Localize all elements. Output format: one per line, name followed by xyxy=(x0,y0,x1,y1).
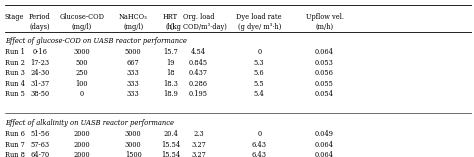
Text: 2.3: 2.3 xyxy=(193,130,204,138)
Text: (h): (h) xyxy=(166,23,175,31)
Text: 0.064: 0.064 xyxy=(315,141,334,149)
Text: 57-63: 57-63 xyxy=(30,141,49,149)
Text: 38-50: 38-50 xyxy=(30,90,49,98)
Text: Run 7: Run 7 xyxy=(5,141,25,149)
Text: (m/h): (m/h) xyxy=(316,23,334,31)
Text: 2000: 2000 xyxy=(73,141,90,149)
Text: Dye load rate: Dye load rate xyxy=(237,13,282,21)
Text: 333: 333 xyxy=(127,69,139,77)
Text: Run 6: Run 6 xyxy=(5,130,25,138)
Text: 3000: 3000 xyxy=(73,48,90,56)
Text: (kg COD/m³·day): (kg COD/m³·day) xyxy=(170,23,227,31)
Text: Stage: Stage xyxy=(5,13,24,21)
Text: Run 4: Run 4 xyxy=(5,80,25,88)
Text: 0: 0 xyxy=(257,130,261,138)
Text: 0: 0 xyxy=(80,90,84,98)
Text: (mg/l): (mg/l) xyxy=(72,23,92,31)
Text: NaHCO₃: NaHCO₃ xyxy=(119,13,147,21)
Text: Upflow vel.: Upflow vel. xyxy=(306,13,344,21)
Text: 0.056: 0.056 xyxy=(315,69,334,77)
Text: 0.053: 0.053 xyxy=(315,59,334,67)
Text: 15.54: 15.54 xyxy=(161,151,180,157)
Text: 3000: 3000 xyxy=(125,141,141,149)
Text: 667: 667 xyxy=(127,59,139,67)
Text: Run 5: Run 5 xyxy=(5,90,25,98)
Text: 1500: 1500 xyxy=(125,151,142,157)
Text: (mg/l): (mg/l) xyxy=(123,23,143,31)
Text: 5.3: 5.3 xyxy=(254,59,264,67)
Text: 3000: 3000 xyxy=(125,130,141,138)
Text: 17-23: 17-23 xyxy=(30,59,49,67)
Text: 3.27: 3.27 xyxy=(191,151,206,157)
Text: 18.3: 18.3 xyxy=(163,80,178,88)
Text: Run 8: Run 8 xyxy=(5,151,25,157)
Text: 2000: 2000 xyxy=(73,130,90,138)
Text: 15.7: 15.7 xyxy=(163,48,178,56)
Text: (days): (days) xyxy=(29,23,50,31)
Text: 5.6: 5.6 xyxy=(254,69,264,77)
Text: 5.4: 5.4 xyxy=(254,90,264,98)
Text: Period: Period xyxy=(29,13,51,21)
Text: 64-70: 64-70 xyxy=(30,151,49,157)
Text: 0.064: 0.064 xyxy=(315,151,334,157)
Text: Run 1: Run 1 xyxy=(5,48,25,56)
Text: 6.43: 6.43 xyxy=(252,141,267,149)
Text: 0.845: 0.845 xyxy=(189,59,208,67)
Text: 31-37: 31-37 xyxy=(30,80,49,88)
Text: 500: 500 xyxy=(75,59,88,67)
Text: 3.27: 3.27 xyxy=(191,141,206,149)
Text: 5.5: 5.5 xyxy=(254,80,264,88)
Text: 0: 0 xyxy=(257,48,261,56)
Text: 15.54: 15.54 xyxy=(161,141,180,149)
Text: 51-56: 51-56 xyxy=(30,130,49,138)
Text: 0.055: 0.055 xyxy=(315,80,334,88)
Text: Run 2: Run 2 xyxy=(5,59,25,67)
Text: 0.286: 0.286 xyxy=(189,80,208,88)
Text: 19: 19 xyxy=(166,59,175,67)
Text: Run 3: Run 3 xyxy=(5,69,25,77)
Text: 250: 250 xyxy=(75,69,88,77)
Text: 100: 100 xyxy=(75,80,88,88)
Text: Effect of glucose-COD on UASB reactor performance: Effect of glucose-COD on UASB reactor pe… xyxy=(5,37,187,45)
Text: Effect of alkalinity on UASB reactor performance: Effect of alkalinity on UASB reactor per… xyxy=(5,119,174,127)
Text: 6.43: 6.43 xyxy=(252,151,267,157)
Text: 333: 333 xyxy=(127,80,139,88)
Text: 18.9: 18.9 xyxy=(163,90,178,98)
Text: 24-30: 24-30 xyxy=(30,69,49,77)
Text: HRT: HRT xyxy=(163,13,178,21)
Text: 0.054: 0.054 xyxy=(315,90,334,98)
Text: Org. load: Org. load xyxy=(183,13,214,21)
Text: 0.064: 0.064 xyxy=(315,48,334,56)
Text: 333: 333 xyxy=(127,90,139,98)
Text: 20.4: 20.4 xyxy=(163,130,178,138)
Text: 4.54: 4.54 xyxy=(191,48,206,56)
Text: 18: 18 xyxy=(166,69,175,77)
Text: 5000: 5000 xyxy=(125,48,141,56)
Text: 0.437: 0.437 xyxy=(189,69,208,77)
Text: 0.049: 0.049 xyxy=(315,130,334,138)
Text: (g dye/ m³·h): (g dye/ m³·h) xyxy=(237,23,281,31)
Text: 0.195: 0.195 xyxy=(189,90,208,98)
Text: 2000: 2000 xyxy=(73,151,90,157)
Text: Glucose-COD: Glucose-COD xyxy=(59,13,104,21)
Text: 0-16: 0-16 xyxy=(32,48,47,56)
